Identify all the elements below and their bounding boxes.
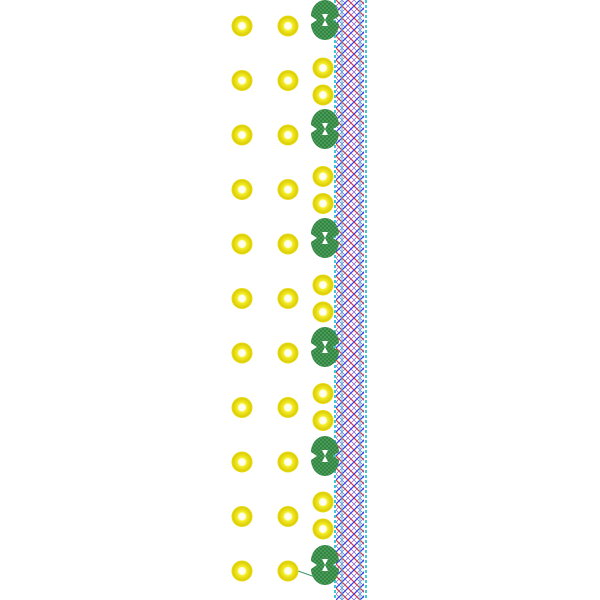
border-band [336, 0, 364, 600]
yellow-dot [312, 410, 334, 431]
yellow-dot [312, 57, 334, 79]
yellow-dot [231, 560, 253, 582]
yellow-dot [231, 506, 253, 527]
yellow-dot [231, 288, 253, 309]
yellow-dot [277, 288, 299, 309]
yellow-dot [312, 518, 334, 540]
green-motif [311, 545, 339, 585]
yellow-dot [277, 124, 299, 146]
green-motif [311, 0, 339, 40]
yellow-dot [277, 342, 299, 364]
yellow-dot [312, 193, 334, 214]
yellow-dot [312, 383, 334, 404]
yellow-dot [231, 397, 253, 418]
yellow-dot [231, 70, 253, 91]
yellow-dot [277, 506, 299, 527]
motif-gap [322, 341, 328, 353]
yellow-dot [277, 15, 299, 37]
yellow-dot [231, 451, 253, 473]
yellow-dot [312, 274, 334, 296]
cross-stitch-border [334, 0, 367, 600]
yellow-dot [231, 124, 253, 146]
yellow-dot [277, 70, 299, 91]
yellow-dot [277, 451, 299, 473]
green-motif [311, 109, 339, 149]
yellow-dot [231, 15, 253, 37]
yellow-dot [312, 84, 334, 106]
yellow-dot [277, 560, 299, 582]
yellow-dot [231, 342, 253, 364]
motif-gap [322, 450, 328, 462]
green-motif [311, 436, 339, 476]
yellow-dot [277, 397, 299, 418]
yellow-dot [312, 166, 334, 187]
yellow-dot [277, 179, 299, 200]
green-motif [311, 327, 339, 367]
yellow-dot [312, 491, 334, 513]
yellow-dot [277, 233, 299, 255]
motif-gap [322, 123, 328, 135]
green-motif [311, 218, 339, 258]
motif-gap [322, 232, 328, 244]
yellow-dot [231, 179, 253, 200]
yellow-dot [312, 301, 334, 323]
motif-gap [322, 559, 328, 571]
motif-gap [322, 14, 328, 26]
yellow-dot [231, 233, 253, 255]
